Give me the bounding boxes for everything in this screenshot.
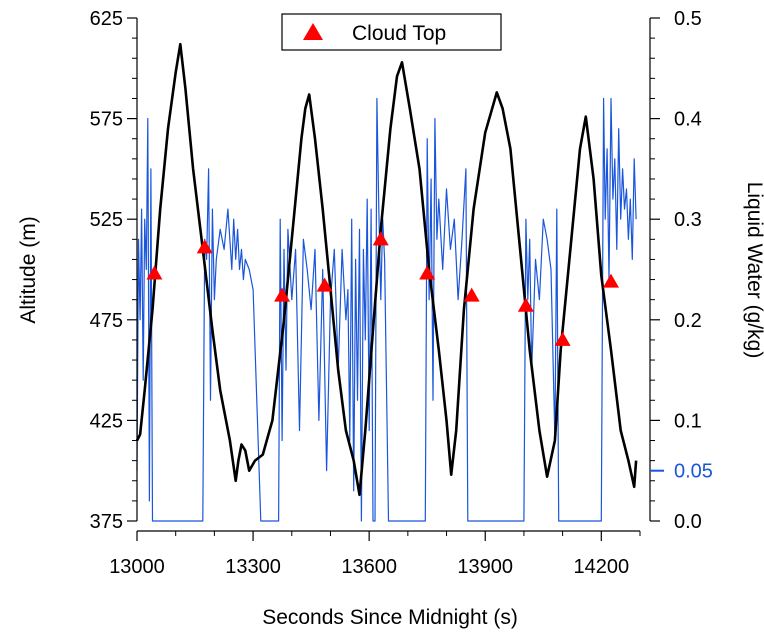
- cloud-top-marker: [554, 331, 571, 346]
- cloud-top-marker: [274, 287, 291, 302]
- cloud-top-marker: [419, 265, 436, 280]
- y-right-tick-label: 0.2: [674, 310, 702, 332]
- y-left-tick-label: 525: [90, 209, 123, 231]
- legend: Cloud Top: [281, 13, 502, 51]
- y-right-tick-label: 0.4: [674, 109, 702, 131]
- y-left-tick-label: 475: [90, 310, 123, 332]
- cloud-top-marker: [463, 287, 480, 302]
- x-tick-label: 13900: [457, 556, 513, 578]
- y-right-tick-label: 0.5: [674, 8, 702, 30]
- cloud-top-marker: [602, 273, 619, 288]
- y-right-highlight-tick-label: 0.05: [674, 461, 713, 483]
- x-tick-label: 13000: [109, 556, 165, 578]
- y-right-tick-label: 0.3: [674, 209, 702, 231]
- y-right-axis-title: Liquid Water (g/kg): [743, 182, 764, 359]
- y-left-tick-label: 575: [90, 109, 123, 131]
- cloud-top-marker: [196, 239, 213, 254]
- y-left-tick-label: 375: [90, 511, 123, 533]
- legend-marker-cloud-top: [303, 23, 323, 40]
- legend-box: [281, 13, 502, 51]
- x-tick-label: 14200: [573, 556, 629, 578]
- y-right-tick-label: 0.0: [674, 511, 702, 533]
- cloud-top-marker: [372, 231, 389, 246]
- x-tick-label: 13300: [225, 556, 281, 578]
- cloud-top-marker: [517, 297, 534, 312]
- y-left-tick-label: 625: [90, 8, 123, 30]
- x-axis-title: Seconds Since Midnight (s): [262, 606, 518, 629]
- cloud-top-marker: [316, 277, 333, 292]
- y-right-tick-label: 0.1: [674, 410, 702, 432]
- x-tick-label: 13600: [341, 556, 397, 578]
- y-left-axis-title: Altitude (m): [17, 216, 40, 323]
- legend-label-cloud-top: Cloud Top: [352, 22, 446, 45]
- y-left-tick-label: 425: [90, 410, 123, 432]
- cloud-top-marker: [146, 265, 163, 280]
- series-altitude-line: [135, 42, 638, 497]
